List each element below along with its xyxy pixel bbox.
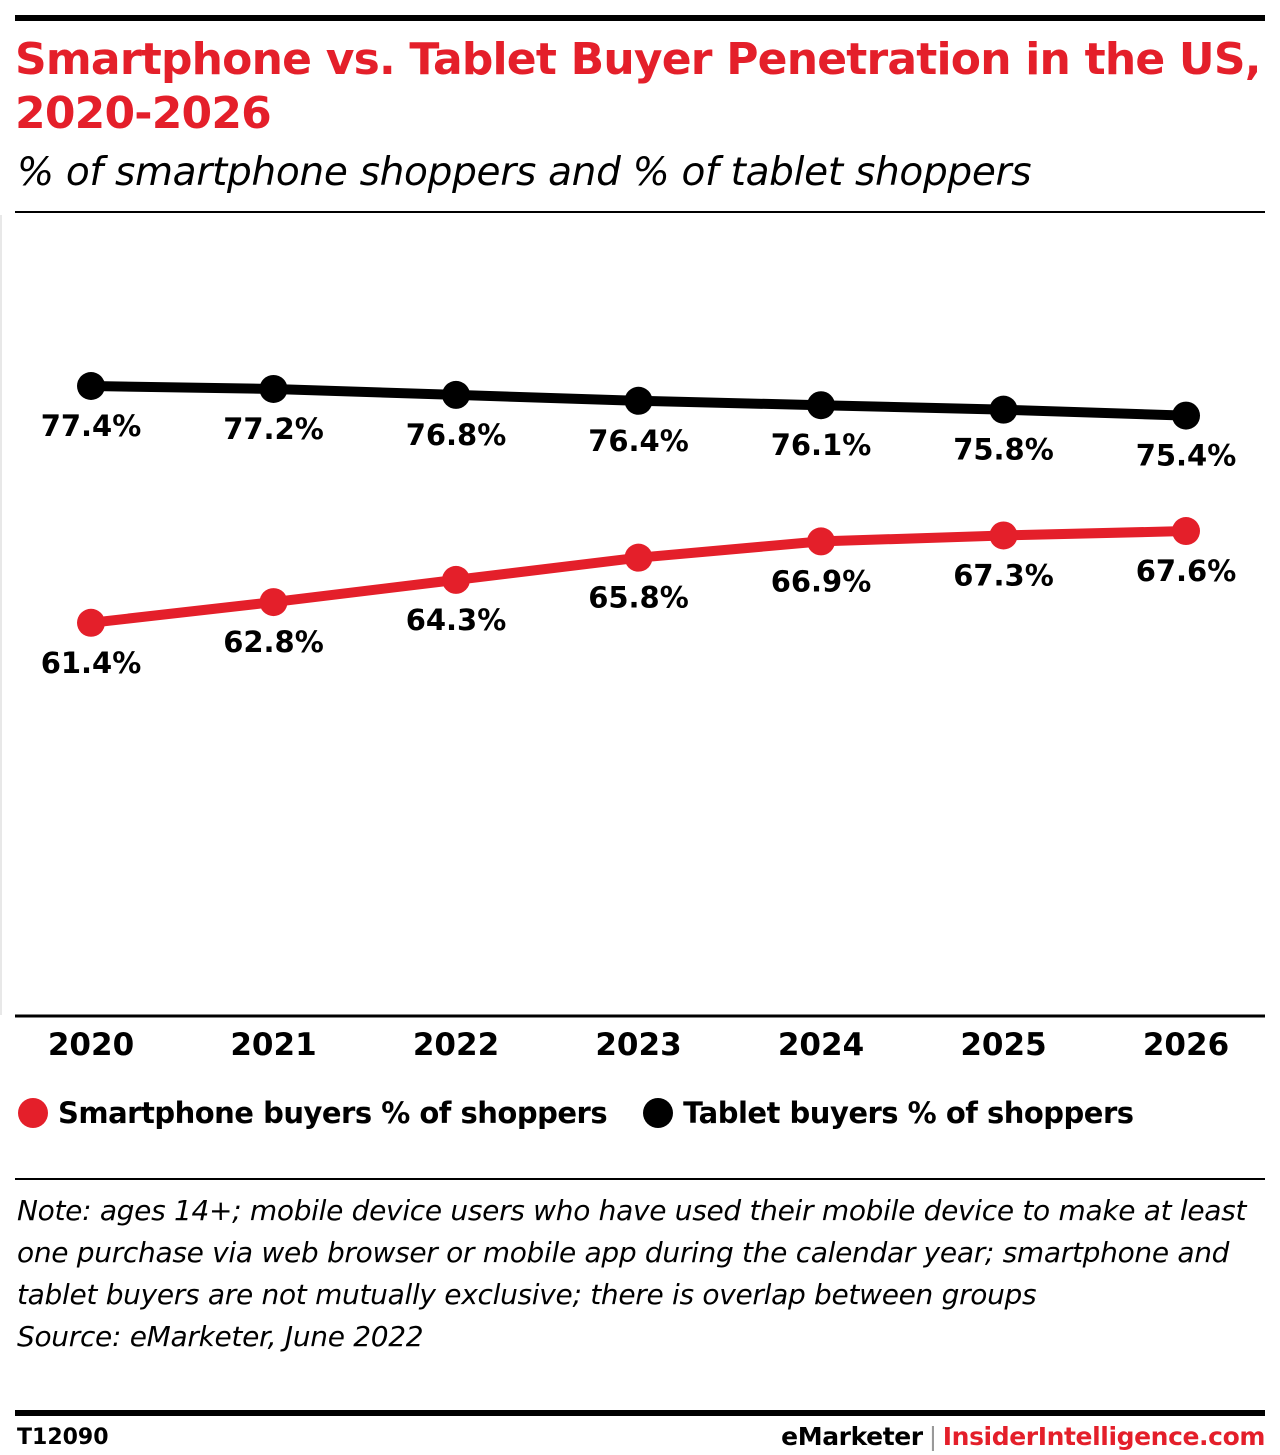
smartphone-point-2026 xyxy=(1172,517,1200,546)
legend-label-smartphone: Smartphone buyers % of shoppers xyxy=(58,1096,608,1130)
chart-subtitle: % of smartphone shoppers and % of tablet… xyxy=(17,150,1032,195)
brand-insiderintelligence: InsiderIntelligence.com xyxy=(942,1422,1266,1451)
legend-dot-black-icon xyxy=(643,1098,674,1128)
tablet-point-2021 xyxy=(259,374,288,403)
chart-note: Note: ages 14+; mobile device users who … xyxy=(17,1190,1267,1358)
tablet-data-label-2025: 75.8% xyxy=(953,433,1054,467)
tablet-point-2020 xyxy=(77,372,105,400)
footer-brand: eMarketer | InsiderIntelligence.com xyxy=(781,1421,1265,1453)
brand-separator: | xyxy=(928,1422,937,1451)
tablet-point-2024 xyxy=(807,391,835,420)
chart-title: Smartphone vs. Tablet Buyer Penetration … xyxy=(15,34,1261,139)
source-text: Source: eMarketer, June 2022 xyxy=(17,1320,424,1353)
tablet-point-2025 xyxy=(989,395,1018,424)
x-tick-label-2026: 2026 xyxy=(1143,1027,1229,1063)
series-layer: 77.4% 77.2% 76.8% 76.4% 76.1% 75.8% 75.4% 61.4%… xyxy=(41,372,1237,680)
x-tick-label-2025: 2025 xyxy=(960,1027,1046,1063)
smartphone-data-label-2023: 65.8% xyxy=(588,581,689,615)
chart-id: T12090 xyxy=(17,1425,109,1450)
tablet-data-label-2024: 76.1% xyxy=(771,428,872,462)
tablet-data-label-2022: 76.8% xyxy=(406,418,507,452)
smartphone-point-2024 xyxy=(807,527,835,556)
brand-emarketer: eMarketer xyxy=(781,1422,923,1451)
smartphone-data-label-2025: 67.3% xyxy=(953,558,1054,592)
smartphone-point-2020 xyxy=(77,608,105,637)
line-chart: 77.4% 77.2% 76.8% 76.4% 76.1% 75.8% 75.4% 61.4%… xyxy=(0,215,1265,1063)
header-rule xyxy=(15,211,1265,213)
legend-item-smartphone: Smartphone buyers % of shoppers xyxy=(18,1096,608,1130)
smartphone-data-label-2021: 62.8% xyxy=(223,625,324,659)
chart-legend: Smartphone buyers % of shoppers Tablet b… xyxy=(18,1096,1170,1130)
legend-rule xyxy=(15,1178,1265,1180)
top-rule xyxy=(15,15,1265,21)
x-tick-label-2022: 2022 xyxy=(413,1027,499,1063)
smartphone-point-2025 xyxy=(989,521,1018,550)
x-tick-label-2021: 2021 xyxy=(230,1027,316,1063)
tablet-data-label-2026: 75.4% xyxy=(1136,439,1237,473)
smartphone-data-label-2020: 61.4% xyxy=(41,646,142,680)
x-tick-label-2023: 2023 xyxy=(595,1027,681,1063)
footer-rule xyxy=(15,1410,1265,1416)
legend-label-tablet: Tablet buyers % of shoppers xyxy=(683,1096,1134,1130)
x-axis-tick-labels: 2020 2021 2022 2023 2024 2025 2026 xyxy=(48,1027,1229,1063)
tablet-data-label-2020: 77.4% xyxy=(41,409,142,443)
tablet-point-2022 xyxy=(442,380,470,409)
smartphone-point-2021 xyxy=(259,588,288,617)
smartphone-point-2023 xyxy=(624,543,653,572)
smartphone-point-2022 xyxy=(442,565,470,594)
x-tick-label-2020: 2020 xyxy=(48,1027,134,1063)
tablet-point-2026 xyxy=(1172,401,1200,430)
x-tick-label-2024: 2024 xyxy=(778,1027,864,1063)
tablet-data-label-2021: 77.2% xyxy=(223,412,324,446)
legend-dot-red-icon xyxy=(18,1098,48,1128)
note-text: Note: ages 14+; mobile device users who … xyxy=(17,1194,1247,1311)
legend-item-tablet: Tablet buyers % of shoppers xyxy=(643,1096,1134,1130)
tablet-point-2023 xyxy=(624,386,653,415)
smartphone-data-label-2026: 67.6% xyxy=(1136,554,1237,588)
tablet-data-label-2023: 76.4% xyxy=(588,424,689,458)
smartphone-data-label-2024: 66.9% xyxy=(771,564,872,598)
smartphone-data-label-2022: 64.3% xyxy=(406,603,507,637)
